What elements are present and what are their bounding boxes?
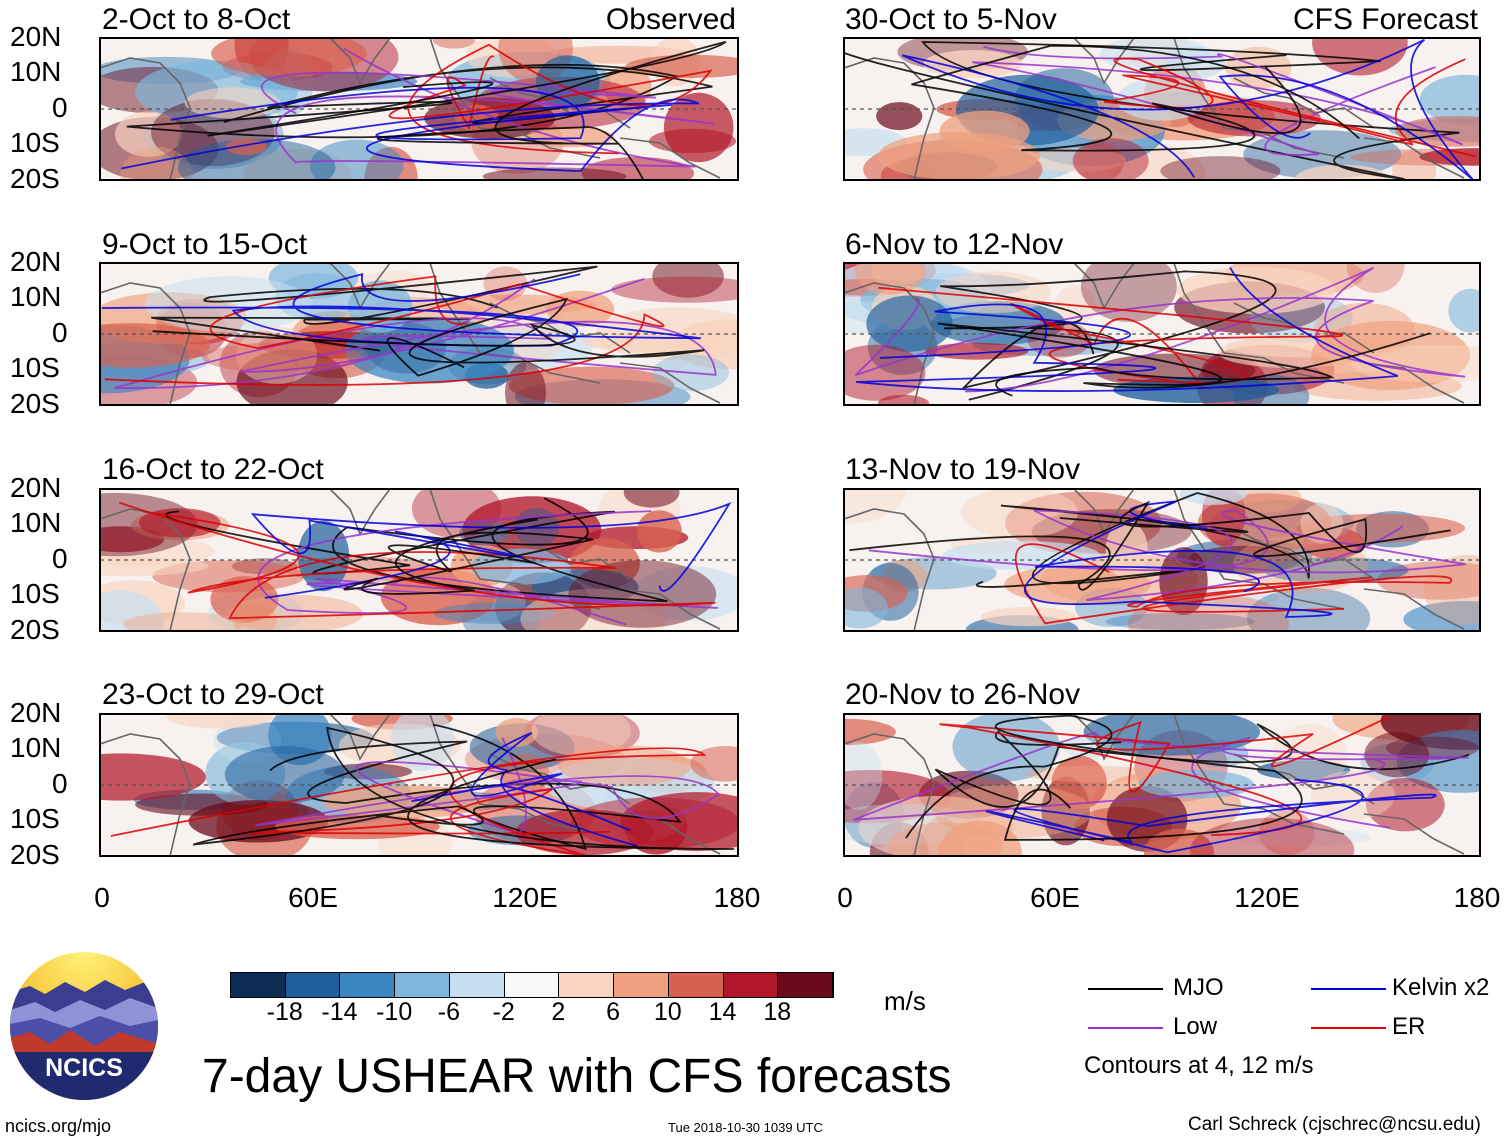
colorbar-swatch <box>778 973 833 997</box>
panel-period-title: 16-Oct to 22-Oct <box>102 453 324 486</box>
shear-map <box>844 263 1480 405</box>
lat-tick-label: 20N <box>10 472 62 503</box>
panel-period-title: 2-Oct to 8-Oct <box>102 3 291 36</box>
colorbar-tick-label: 10 <box>653 998 682 1026</box>
lat-tick-label: 20S <box>10 388 60 419</box>
lat-tick-label: 20S <box>10 163 60 194</box>
contours-note: Contours at 4, 12 m/s <box>1084 1052 1314 1079</box>
panel-period-title: 30-Oct to 5-Nov <box>845 3 1057 36</box>
colorbar-tick-label: -14 <box>321 998 358 1026</box>
colorbar-tick-label: -18 <box>266 998 303 1026</box>
lat-tick-label: 0 <box>52 92 68 123</box>
kelvin-legend-line <box>1311 988 1386 990</box>
colorbar-swatch <box>614 973 669 997</box>
colorbar-tick-label: -10 <box>376 998 413 1026</box>
colorbar-swatch <box>395 973 450 997</box>
kelvin-legend-label: Kelvin x2 <box>1392 974 1490 1001</box>
panel-period-title: 9-Oct to 15-Oct <box>102 228 308 261</box>
low-legend-line <box>1088 1027 1163 1029</box>
lat-tick-label: 20N <box>10 697 62 728</box>
shear-map <box>100 489 738 631</box>
colorbar-swatch <box>285 973 341 997</box>
colorbar-swatch <box>504 973 560 997</box>
logo-text: NCICS <box>45 1054 123 1082</box>
colorbar-swatch <box>668 973 724 997</box>
mjo-legend-label: MJO <box>1173 974 1224 1001</box>
lat-tick-label: 10S <box>10 127 60 158</box>
panel-period-title: 23-Oct to 29-Oct <box>102 678 324 711</box>
lon-tick-label: 60E <box>1030 882 1080 913</box>
lat-tick-label: 20N <box>10 246 62 277</box>
observed-label: Observed <box>605 3 736 36</box>
colorbar-tick-label: 14 <box>708 998 737 1026</box>
lon-tick-label: 0 <box>837 882 853 913</box>
colorbar-swatch <box>340 973 396 997</box>
lon-tick-label: 180 <box>1453 882 1501 913</box>
low-legend-label: Low <box>1173 1013 1218 1040</box>
lat-tick-label: 10S <box>10 803 60 834</box>
colorbar-tick-label: 18 <box>763 998 792 1026</box>
timestamp: Tue 2018-10-30 1039 UTC <box>668 1120 823 1135</box>
er-legend-line <box>1311 1027 1386 1029</box>
lon-tick-label: 0 <box>94 882 110 913</box>
colorbar-swatch <box>559 973 615 997</box>
author-credit: Carl Schreck (cjschrec@ncsu.edu) <box>1188 1114 1481 1135</box>
main-title: 7-day USHEAR with CFS forecasts <box>202 1050 952 1103</box>
lat-tick-label: 0 <box>52 317 68 348</box>
colorbar-swatch <box>723 973 779 997</box>
lat-tick-label: 10N <box>10 732 62 763</box>
lat-tick-label: 10N <box>10 56 62 87</box>
lat-tick-label: 10N <box>10 281 62 312</box>
lon-tick-label: 180 <box>713 882 761 913</box>
shear-map <box>100 714 738 856</box>
er-legend-label: ER <box>1392 1013 1426 1040</box>
lon-tick-label: 120E <box>492 882 558 913</box>
lat-tick-label: 10S <box>10 578 60 609</box>
website-link[interactable]: ncics.org/mjo <box>5 1116 112 1136</box>
lat-tick-label: 20S <box>10 614 60 645</box>
mjo-legend-line <box>1088 988 1163 990</box>
shear-map <box>844 38 1480 180</box>
colorbar-tick-label: -2 <box>492 998 515 1026</box>
shear-map <box>100 38 738 180</box>
panel-period-title: 13-Nov to 19-Nov <box>845 453 1081 486</box>
colorbar-unit: m/s <box>884 986 926 1016</box>
lat-tick-label: 10S <box>10 352 60 383</box>
lon-tick-label: 120E <box>1234 882 1300 913</box>
colorbar-swatch <box>231 973 286 997</box>
lat-tick-label: 0 <box>52 768 68 799</box>
colorbar-tick-label: 2 <box>551 998 566 1026</box>
panel-period-title: 6-Nov to 12-Nov <box>845 228 1064 261</box>
colorbar <box>230 972 834 998</box>
shear-map <box>844 714 1480 856</box>
lat-tick-label: 0 <box>52 543 68 574</box>
shear-map <box>100 263 738 405</box>
ncics-logo: NCICS <box>10 952 158 1100</box>
lat-tick-label: 10N <box>10 507 62 538</box>
colorbar-swatch <box>449 973 505 997</box>
colorbar-tick-label: 6 <box>606 998 621 1026</box>
forecast-label: CFS Forecast <box>1292 3 1478 36</box>
panel-period-title: 20-Nov to 26-Nov <box>845 678 1081 711</box>
lat-tick-label: 20N <box>10 21 62 52</box>
lon-tick-label: 60E <box>288 882 338 913</box>
shear-map <box>844 489 1480 631</box>
lat-tick-label: 20S <box>10 839 60 870</box>
colorbar-tick-label: -6 <box>437 998 461 1026</box>
